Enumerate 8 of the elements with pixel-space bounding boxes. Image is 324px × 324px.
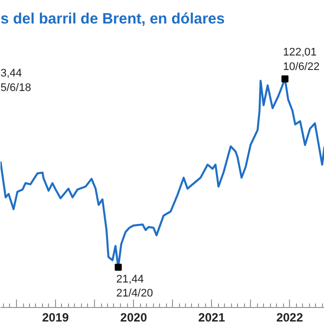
annotation: 122,01 10/6/22 <box>282 46 320 73</box>
x-tick-label: 2021 <box>198 310 226 324</box>
annotation: 3,44 5/6/18 <box>0 68 32 94</box>
x-tick-label: 2019 <box>42 310 70 324</box>
x-tick-label: 2022 <box>276 310 304 324</box>
x-tick-label: 2020 <box>120 310 148 324</box>
chart-title: s del barril de Brent, en dólares <box>0 10 225 28</box>
annotation: 21,44 21/4/20 <box>116 273 153 300</box>
